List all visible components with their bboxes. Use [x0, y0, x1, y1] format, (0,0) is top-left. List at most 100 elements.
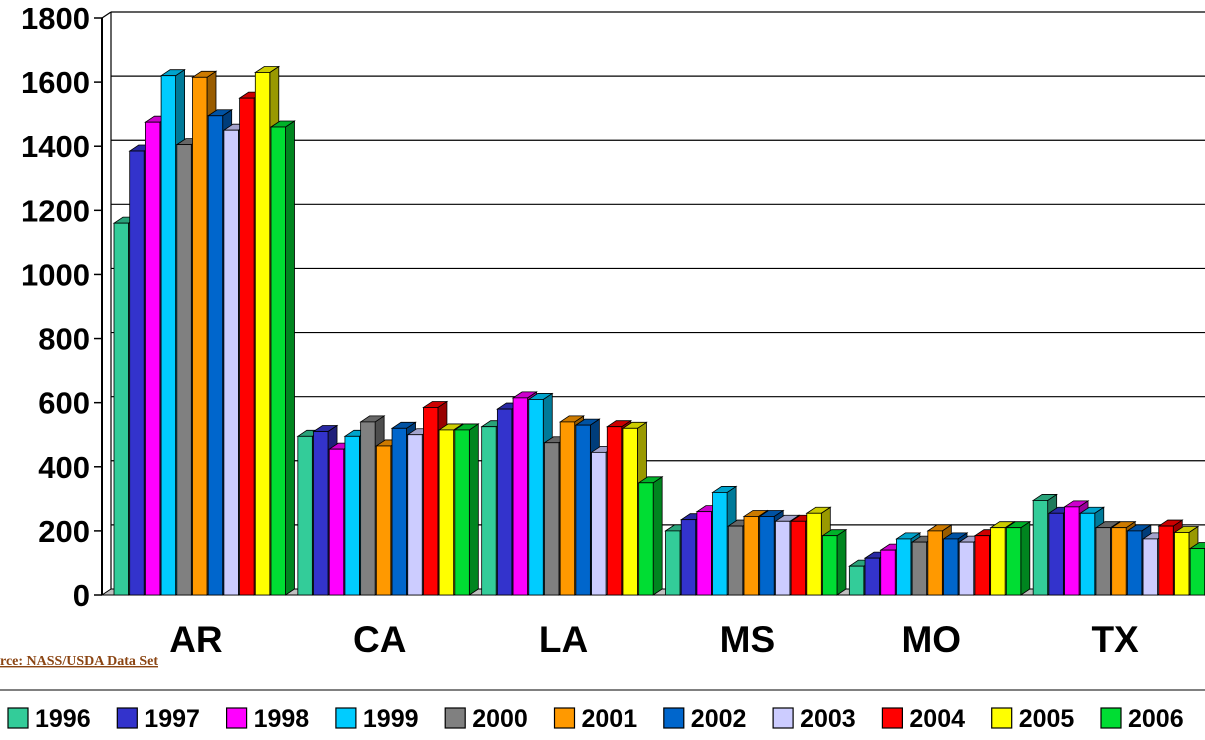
bar-MO-2006 — [1005, 520, 1032, 596]
legend: 1996 1997 1998 1999 2000 2001 2002 2003 2004 2005… — [7, 705, 1184, 733]
bar-front — [943, 538, 959, 596]
axes — [94, 11, 112, 596]
y-tick-label: 600 — [38, 386, 90, 421]
y-axis-top-edge — [101, 11, 112, 19]
bar-front — [328, 448, 345, 596]
y-tick-label: 800 — [38, 322, 90, 357]
legend-item-2002: 2002 — [663, 705, 747, 733]
bar-TX-2006 — [1188, 542, 1205, 596]
legend-label: 2003 — [800, 705, 856, 733]
bar-front — [297, 435, 313, 596]
legend-swatch — [1100, 707, 1122, 729]
bar-front — [423, 407, 439, 596]
legend-item-1999: 1999 — [335, 705, 419, 733]
legend-item-2003: 2003 — [772, 705, 856, 733]
bar-side — [652, 476, 663, 596]
bar-front — [1126, 530, 1143, 596]
legend-item-2001: 2001 — [553, 705, 638, 733]
y-tick-labels: 0 200 400 600 800 1000 1200 1400 1600 1800 — [21, 1, 90, 613]
x-category-label: CA — [353, 619, 406, 660]
bar-CA-2006 — [453, 423, 480, 596]
y-tick-label: 1000 — [21, 257, 90, 292]
bar-front — [407, 434, 423, 596]
bar-front — [129, 150, 145, 596]
bar-front — [696, 511, 712, 596]
bar-front — [160, 75, 177, 596]
bar-front — [665, 530, 681, 596]
bar-front — [544, 442, 560, 596]
bar-front — [958, 541, 975, 596]
bar-front — [239, 97, 255, 596]
bar-front — [176, 144, 192, 596]
bar-front — [743, 516, 759, 596]
legend-swatch — [226, 707, 248, 729]
bar-front — [1048, 512, 1064, 596]
source-note[interactable]: rce: NASS/USDA Data Set — [0, 654, 158, 669]
legend-label: 2001 — [582, 705, 638, 733]
bar-side — [468, 423, 479, 596]
bar-front — [864, 557, 880, 596]
legend-swatch — [881, 707, 904, 729]
x-category-label: MO — [901, 619, 961, 660]
bar-front — [622, 427, 638, 596]
bars — [112, 65, 1205, 596]
legend-label: 1997 — [144, 705, 200, 733]
bar-front — [606, 426, 623, 596]
y-tick-label: 1600 — [21, 65, 90, 100]
legend-item-1997: 1997 — [116, 705, 200, 733]
bar-front — [896, 538, 912, 596]
legend-label: 2000 — [472, 705, 528, 733]
bar-front — [1005, 527, 1022, 596]
bar-front — [144, 121, 161, 596]
bar-front — [974, 535, 990, 596]
bar-front — [775, 520, 791, 596]
legend-label: 1998 — [254, 705, 310, 733]
bar-front — [454, 429, 470, 596]
legend-swatch — [991, 707, 1013, 729]
bar-front — [822, 535, 838, 596]
bar-front — [438, 429, 455, 596]
bar-front — [990, 527, 1006, 596]
bar-front — [496, 408, 513, 596]
y-tick-label: 1800 — [21, 1, 90, 36]
x-category-label: TX — [1091, 619, 1139, 660]
bar-front — [712, 492, 728, 596]
bar-front — [254, 72, 271, 596]
bar-front — [344, 435, 360, 596]
bar-front — [911, 541, 928, 596]
bar-front — [360, 421, 376, 596]
legend-swatch — [116, 707, 138, 729]
legend-item-2004: 2004 — [881, 705, 965, 733]
bar-front — [1189, 548, 1205, 596]
bar-front — [512, 397, 528, 596]
y-tick-label: 400 — [38, 450, 90, 485]
bar-LA-2006 — [637, 476, 664, 596]
legend-label: 2004 — [909, 705, 965, 733]
legend-swatch — [553, 707, 576, 729]
bar-front — [528, 399, 544, 596]
bar-MS-2006 — [821, 528, 848, 596]
y-tick-label: 200 — [38, 514, 90, 549]
bar-front — [313, 431, 329, 596]
legend-label: 2005 — [1019, 705, 1075, 733]
legend-label: 2002 — [691, 705, 747, 733]
x-category-label: AR — [169, 619, 222, 660]
bar-front — [375, 445, 392, 596]
bar-front — [1064, 506, 1080, 596]
bar-front — [638, 482, 654, 596]
bar-front — [727, 525, 744, 596]
bar-front — [207, 115, 224, 596]
x-category-label: MS — [720, 619, 776, 660]
bar-front — [391, 427, 407, 596]
legend-swatch — [663, 707, 685, 729]
bar-front — [680, 519, 697, 596]
bar-front — [1142, 538, 1158, 596]
legend-swatch — [444, 707, 466, 729]
bar-front — [575, 424, 591, 596]
bar-front — [270, 126, 286, 596]
bar-front — [559, 421, 576, 596]
bar-side — [285, 120, 295, 596]
x-category-label: LA — [539, 619, 588, 660]
legend-swatch — [7, 707, 29, 729]
